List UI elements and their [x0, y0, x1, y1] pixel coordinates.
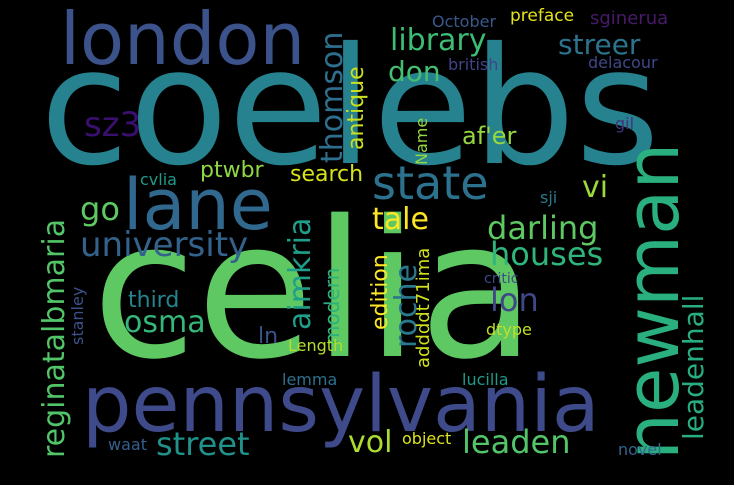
word-streer: streer [558, 28, 641, 61]
word-waat: waat [108, 435, 147, 454]
word-coelebs: coelebs [40, 14, 660, 202]
word-dtype: dtype [486, 320, 532, 339]
word-go: go [80, 190, 120, 228]
word-novel: novel [618, 440, 662, 459]
word-tale: tale [372, 202, 429, 237]
word-modern: modern [320, 267, 344, 345]
word-gil: gil [615, 114, 635, 133]
word-search: search [290, 162, 364, 187]
word-addddt71ima: addddt71ima [413, 247, 434, 368]
word-lemma: lemma [282, 370, 338, 389]
word-sginerua: sginerua [590, 8, 669, 29]
word-pennsylvania: pennsylvania [82, 360, 600, 450]
word-library: library [390, 23, 487, 58]
word-osma: osma [124, 305, 206, 340]
word-aimkria: aimkria [283, 217, 318, 330]
word-name: Name [412, 117, 431, 165]
word-third: third [128, 288, 180, 313]
word-darling: darling [487, 209, 599, 247]
word-lon: lon [490, 281, 539, 319]
word-celia: celia [92, 180, 536, 401]
word-state: state [372, 156, 489, 210]
word-preface: preface [510, 6, 575, 26]
word-af-er: af'er [462, 122, 517, 150]
word-vol: vol [348, 425, 393, 460]
word-object: object [402, 429, 452, 448]
word-british: british [448, 55, 499, 74]
word-cvlia: cvlia [140, 170, 177, 189]
word-london: london [60, 0, 306, 81]
word-delacour: delacour [588, 53, 658, 72]
word-leaden: leaden [462, 423, 571, 461]
word-street: street [156, 425, 250, 463]
word-sz3: sz3 [84, 105, 142, 145]
word-critic: critic [484, 271, 519, 287]
word-leadenhall: leadenhall [677, 294, 710, 440]
word-lucilla: lucilla [462, 370, 509, 389]
word-october: October [432, 12, 497, 31]
word-ln: ln [258, 324, 279, 349]
word-university: university [80, 225, 249, 265]
word-don: don [388, 55, 441, 88]
word-reginatalbmaria: reginatalbmaria [37, 218, 72, 458]
word-length: Length [288, 336, 344, 355]
word-edition: edition [368, 254, 393, 330]
word-lane: lane [123, 164, 273, 246]
word-houses: houses [490, 235, 604, 273]
word-sji: sji [540, 188, 558, 207]
word-antique: antique [344, 66, 369, 150]
word-vi: vi [582, 170, 609, 205]
word-stanley: stanley [68, 286, 87, 345]
word-ptwbr: ptwbr [200, 158, 264, 183]
